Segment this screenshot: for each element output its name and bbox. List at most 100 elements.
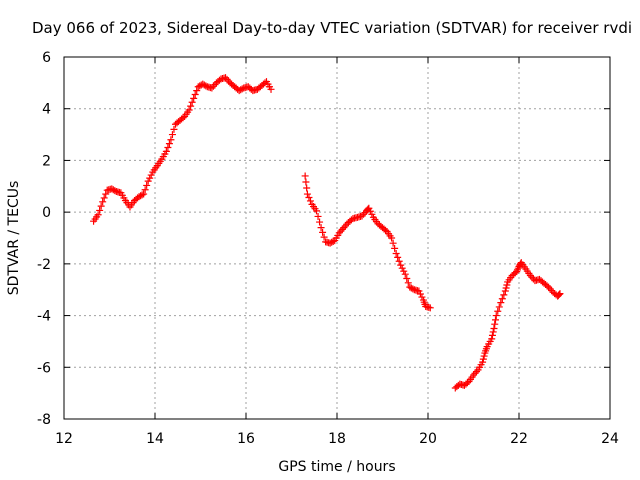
data-point — [202, 82, 210, 90]
data-point — [317, 224, 325, 232]
data-point — [164, 144, 172, 151]
data-point — [400, 267, 408, 275]
data-point — [100, 194, 108, 202]
data-point — [146, 174, 154, 182]
y-tick-label: 6 — [42, 50, 51, 66]
data-point — [426, 304, 434, 312]
data-point — [548, 287, 556, 295]
data-point — [403, 275, 411, 283]
data-point — [200, 81, 208, 89]
data-point — [196, 82, 204, 90]
data-point — [109, 186, 117, 194]
data-point — [554, 291, 562, 299]
data-point — [137, 192, 145, 200]
data-point — [208, 84, 216, 92]
data-point — [97, 202, 105, 210]
data-point — [194, 83, 202, 91]
data-point — [416, 290, 424, 298]
data-point — [143, 181, 151, 189]
x-axis-label: GPS time / hours — [278, 459, 395, 475]
data-point — [488, 331, 496, 339]
data-point — [407, 284, 415, 292]
data-point — [215, 76, 223, 84]
data-point — [261, 79, 269, 87]
data-point — [316, 218, 324, 226]
data-point — [388, 234, 396, 242]
data-point — [140, 190, 148, 198]
data-point — [389, 239, 397, 247]
data-point — [398, 264, 406, 272]
data-point — [168, 131, 176, 139]
data-point — [314, 212, 322, 220]
data-point — [187, 102, 195, 110]
data-point — [543, 282, 551, 290]
data-point — [337, 227, 345, 235]
data-point — [147, 171, 155, 179]
data-point — [368, 210, 376, 218]
data-point — [102, 190, 110, 198]
data-point — [514, 264, 522, 272]
data-point — [366, 207, 374, 215]
data-point — [199, 80, 207, 88]
data-point — [303, 190, 311, 198]
data-point — [193, 87, 201, 95]
data-point — [235, 87, 243, 95]
x-tick-label: 20 — [419, 431, 437, 447]
data-point — [491, 320, 499, 328]
data-point — [406, 283, 414, 291]
data-point — [488, 335, 496, 343]
data-point — [209, 82, 217, 90]
data-point — [526, 271, 534, 279]
data-point — [170, 125, 178, 133]
data-point — [329, 237, 337, 245]
data-point — [492, 312, 500, 320]
data-point — [360, 210, 368, 218]
data-point — [135, 193, 143, 201]
data-point — [546, 285, 554, 293]
data-point — [382, 226, 390, 234]
data-point — [347, 216, 355, 224]
data-point — [479, 358, 487, 366]
data-point — [302, 178, 310, 186]
x-tick-label: 18 — [328, 431, 346, 447]
y-tick-label: -4 — [37, 309, 51, 325]
data-point — [301, 172, 309, 180]
data-point — [313, 207, 321, 215]
data-point — [340, 224, 348, 232]
data-point — [167, 136, 175, 144]
x-tick-label: 16 — [237, 431, 255, 447]
data-point — [185, 106, 193, 114]
data-point — [498, 295, 506, 303]
data-point — [392, 250, 400, 258]
data-point — [108, 185, 116, 193]
data-point — [391, 244, 399, 252]
data-point — [471, 369, 479, 377]
data-point — [528, 273, 536, 281]
y-tick-label: -6 — [37, 360, 51, 376]
data-point — [191, 90, 199, 98]
y-tick-label: 2 — [42, 153, 51, 169]
data-point — [490, 325, 498, 332]
y-tick-label: 4 — [42, 102, 51, 118]
data-point — [138, 191, 146, 199]
data-point — [529, 275, 537, 283]
x-tick-label: 14 — [146, 431, 164, 447]
y-tick-label: -8 — [37, 412, 51, 428]
x-tick-label: 24 — [601, 431, 619, 447]
chart-title: Day 066 of 2023, Sidereal Day-to-day VTE… — [32, 19, 632, 37]
data-point — [222, 74, 230, 82]
data-point — [473, 368, 481, 376]
data-point — [497, 299, 505, 307]
data-point — [555, 290, 563, 298]
data-point — [190, 94, 198, 102]
y-tick-label: -2 — [37, 257, 51, 273]
data-point — [409, 285, 417, 293]
data-point — [188, 98, 196, 106]
data-point — [395, 257, 403, 265]
data-point — [179, 114, 187, 122]
data-point — [545, 283, 553, 291]
data-point — [211, 81, 219, 89]
data-point — [494, 307, 502, 315]
data-point — [418, 293, 426, 301]
